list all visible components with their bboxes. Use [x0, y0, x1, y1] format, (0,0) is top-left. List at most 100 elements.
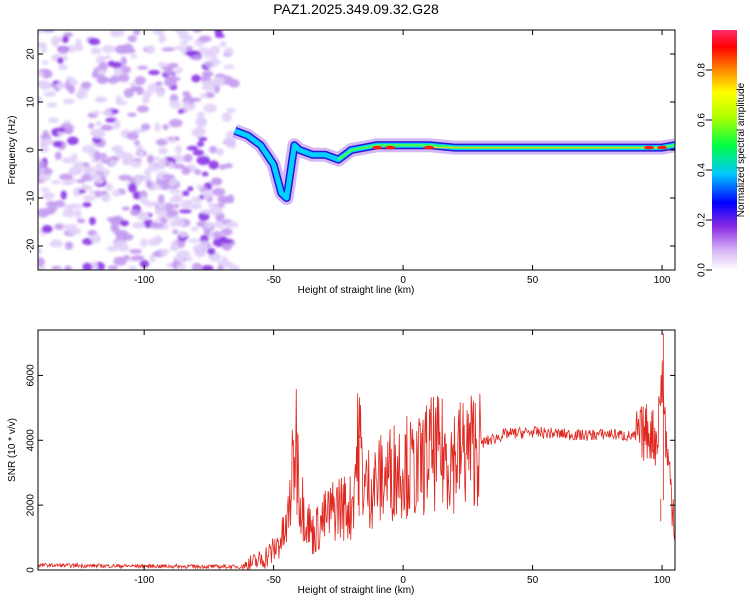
spectrogram-cell [94, 178, 104, 184]
spectrogram-cell [192, 30, 202, 33]
spectrogram-y-tick-label: 20 [26, 48, 37, 60]
spectrogram-cell [38, 257, 45, 267]
spectrogram-cell [123, 254, 130, 260]
snr-x-ticks: -100 -50 0 50 100 [134, 330, 671, 586]
spectrogram-cell [226, 194, 235, 204]
spectrogram-cell [145, 180, 153, 188]
spectrogram-cell [126, 131, 139, 141]
spectrogram-cell [118, 174, 133, 181]
spectrogram-y-ticks: -20 -10 0 10 20 [26, 48, 675, 253]
spectrogram-cell [220, 238, 234, 244]
spectrogram-cell [185, 199, 193, 205]
spectrogram-cell [61, 180, 74, 186]
spectrogram-cell [111, 189, 122, 197]
colorbar-gradient [712, 30, 737, 270]
snr-x-tick-label: -50 [266, 575, 281, 586]
spectrogram-cell [114, 67, 123, 76]
spectrogram-cell [51, 265, 62, 270]
spectrogram-cell [144, 201, 157, 208]
spectrogram-cell [224, 162, 233, 169]
spectrogram-cell [54, 151, 62, 161]
spectrogram-cell [61, 224, 75, 230]
spectrogram-cell [145, 45, 156, 54]
spectrogram-cell [107, 78, 116, 84]
spectrogram-cell [62, 209, 76, 218]
spectrogram-cell [177, 109, 185, 114]
spectrogram-cell [69, 166, 83, 175]
spectrogram-cell [103, 55, 112, 60]
spectrogram-cell [129, 248, 143, 254]
spectrogram-cell [201, 264, 214, 270]
spectrogram-cell [49, 239, 63, 248]
spectrogram-cell [166, 209, 179, 218]
spectrogram-cell [47, 102, 57, 108]
spectrogram-cell [181, 190, 190, 197]
spectrogram-cell [196, 155, 211, 166]
spectrogram-cell [192, 149, 205, 156]
spectrogram-cell [127, 48, 136, 54]
spectrogram-cell [157, 62, 168, 68]
spectrogram-cell [46, 200, 56, 209]
spectrogram-cell [90, 47, 102, 55]
spectrogram-cell [186, 145, 199, 151]
spectrogram-cell [164, 202, 174, 212]
spectrogram-cell [217, 195, 230, 204]
spectrogram-cell [179, 40, 189, 46]
spectrogram-cell [113, 119, 121, 130]
spectrogram-cell [43, 168, 53, 175]
spectrogram-cell [106, 245, 119, 252]
spectrogram-cell [130, 209, 140, 216]
spectrogram-cell [97, 69, 107, 75]
spectrogram-cell [188, 238, 201, 243]
spectrogram-cell [82, 162, 90, 168]
spectrogram-cell [101, 44, 115, 54]
spectrogram-peak-spot [424, 145, 435, 150]
spectrogram-cell [160, 182, 170, 191]
spectrogram-cell [65, 45, 78, 53]
spectrogram-cell [214, 219, 225, 229]
spectrogram-cell [191, 74, 201, 83]
spectrogram-cell [154, 206, 168, 217]
spectrogram-cell [39, 144, 49, 154]
spectrogram-peak-spot [644, 145, 655, 150]
spectrogram-cell [218, 164, 227, 170]
spectrogram-cell [38, 30, 43, 35]
spectrogram-cell [57, 57, 64, 64]
spectrogram-x-tick-label: 0 [400, 275, 406, 286]
spectrogram-cell [154, 122, 161, 132]
spectrogram-cell [228, 78, 240, 88]
spectrogram-cell [168, 118, 183, 128]
spectrogram-cell [94, 150, 101, 161]
spectrogram-cell [175, 67, 184, 73]
spectrogram-cell [155, 235, 162, 245]
spectrogram-cell [194, 248, 207, 258]
spectrogram-cell [208, 160, 219, 170]
spectrogram-x-tick-label: -100 [134, 275, 154, 286]
spectrogram-cell [201, 85, 215, 91]
spectrogram-cell [38, 161, 46, 167]
spectrogram-cell [141, 212, 149, 219]
spectrogram-cell [131, 255, 145, 261]
spectrogram-cell [89, 189, 96, 195]
spectrogram-cell [196, 184, 204, 190]
spectrogram-cell [210, 254, 221, 260]
snr-y-tick-label: 4000 [26, 429, 37, 452]
spectrogram-cell [115, 44, 129, 55]
spectrogram-y-tick-label: 0 [26, 147, 37, 153]
spectrogram-cell [96, 75, 108, 85]
spectrogram-cell [107, 265, 118, 270]
spectrogram-cell [38, 246, 42, 256]
spectrogram-cell [147, 83, 159, 93]
snr-y-tick-label: 6000 [26, 364, 37, 387]
spectrogram-cell [139, 238, 148, 248]
spectrogram-cell [156, 163, 166, 170]
spectrogram-cell [108, 159, 118, 166]
spectrogram-cell [95, 121, 102, 127]
spectrogram-cell [115, 95, 123, 105]
spectrogram-cell [172, 203, 180, 209]
spectrogram-cell [135, 144, 143, 152]
spectrogram-cell [78, 189, 86, 194]
spectrogram-cell [165, 68, 173, 76]
spectrogram-cell [115, 149, 126, 159]
spectrogram-cell [110, 146, 118, 151]
